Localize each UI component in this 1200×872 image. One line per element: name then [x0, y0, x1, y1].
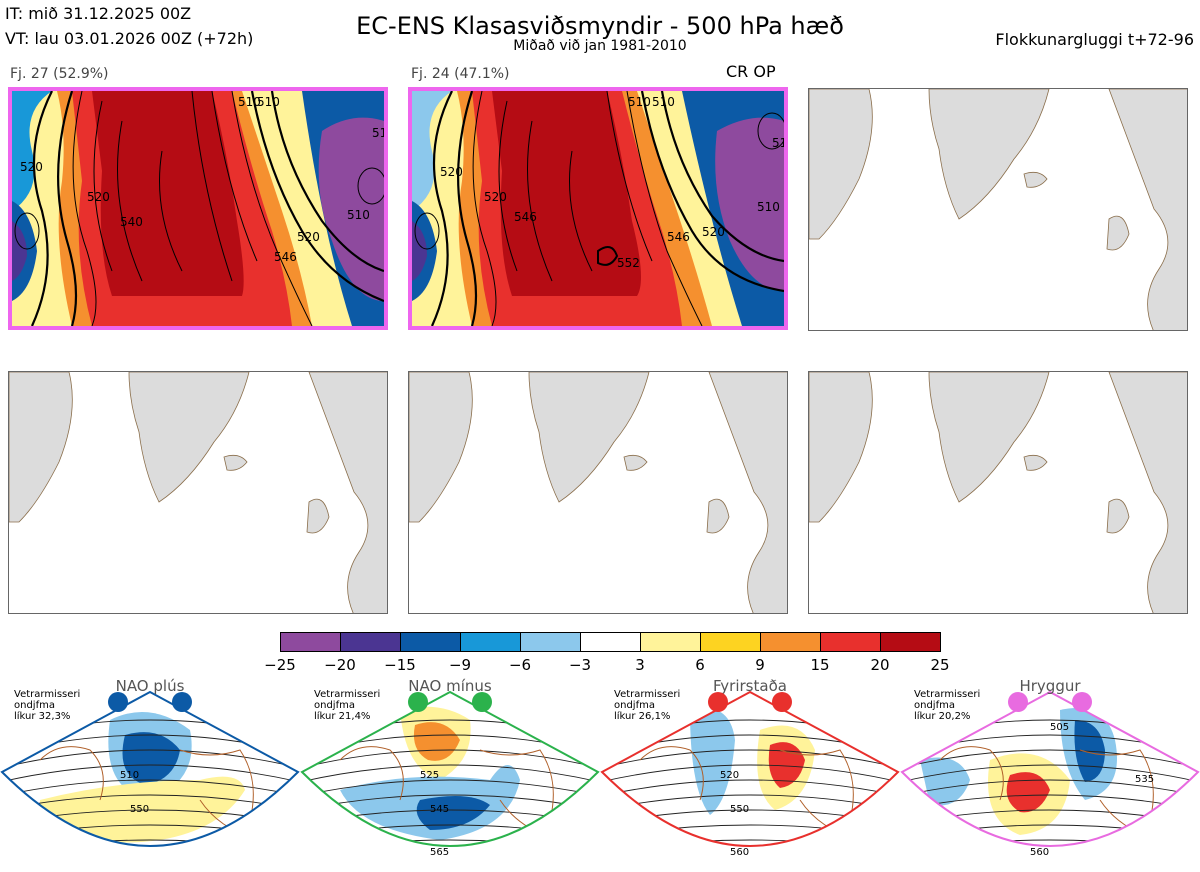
cluster-2-label: Fj. 24 (47.1%): [411, 66, 510, 82]
regime-map-2[interactable]: 525 545 565: [300, 690, 600, 868]
colorbar-tick-label: −15: [384, 656, 416, 674]
cluster-1-contour-h: 520: [297, 230, 320, 244]
regime-note-line: ondjfma: [314, 700, 355, 711]
colorbar-tick-label: −3: [568, 656, 592, 674]
regime-note-line: ondjfma: [914, 700, 955, 711]
regime-marker-dot: [1072, 692, 1092, 712]
regime-contour-label: 560: [1030, 847, 1049, 858]
colorbar-swatch: [880, 632, 941, 652]
regime-note-line: Vetrarmisseri: [614, 689, 681, 700]
colorbar-swatch: [520, 632, 581, 652]
empty-map-6[interactable]: [808, 371, 1188, 614]
regime-marker-dot: [1008, 692, 1028, 712]
regime-note-2: Vetrarmisseri ondjfma líkur 21,4%: [314, 689, 380, 722]
cluster-1-contour-b: 510: [238, 95, 261, 109]
colorbar-swatch: [760, 632, 821, 652]
cluster-1-contour-i: 546: [274, 250, 297, 264]
regime-note-1: Vetrarmisseri ondjfma líkur 32,3%: [14, 689, 80, 722]
regime-marker-dot: [472, 692, 492, 712]
regime-contour-label: 550: [130, 804, 149, 815]
cluster-1-contour-g: 510: [347, 208, 370, 222]
cluster-2-contour-b: 510: [628, 95, 651, 109]
cluster-2-contour-f: 51: [772, 136, 784, 150]
regime-note-line: líkur 26,1%: [614, 711, 671, 722]
colorbar-swatch: [280, 632, 341, 652]
valid-time: VT: lau 03.01.2026 00Z (+72h): [5, 29, 254, 48]
regime-contour-label: 535: [1135, 774, 1154, 785]
regime-contour-label: 560: [730, 847, 749, 858]
init-time: IT: mið 31.12.2025 00Z: [5, 4, 192, 23]
cluster-1-contour-d: 520: [87, 190, 110, 204]
empty-map-3[interactable]: [808, 88, 1188, 331]
regime-note-line: líkur 20,2%: [914, 711, 971, 722]
regime-note-line: ondjfma: [14, 700, 55, 711]
cluster-1-contour-f: 51: [372, 126, 384, 140]
regime-note-4: Vetrarmisseri ondjfma líkur 20,2%: [914, 689, 980, 722]
regime-contour-label: 545: [430, 804, 449, 815]
regime-note-line: líkur 32,3%: [14, 711, 71, 722]
page-title: EC-ENS Klasasviðsmyndir - 500 hPa hæð: [356, 12, 844, 40]
regime-contour-label: 525: [420, 770, 439, 781]
cluster-2-contour-j: 552: [617, 256, 640, 270]
cluster-2-contour-i: 546: [667, 230, 690, 244]
cluster-2-contour-e: 546: [514, 210, 537, 224]
colorbar-tick-label: 15: [810, 656, 830, 674]
colorbar-tick-label: 20: [870, 656, 890, 674]
colorbar-swatch: [700, 632, 761, 652]
colorbar-swatch: [460, 632, 521, 652]
colorbar-swatch: [400, 632, 461, 652]
regime-marker-dot: [408, 692, 428, 712]
classification-window: Flokkunargluggi t+72-96: [995, 30, 1194, 49]
cluster-1-label: Fj. 27 (52.9%): [10, 66, 109, 82]
regime-note-3: Vetrarmisseri ondjfma líkur 26,1%: [614, 689, 680, 722]
empty-map-4[interactable]: [8, 371, 388, 614]
regime-contour-label: 520: [720, 770, 739, 781]
cluster-1-contour-e: 540: [120, 215, 143, 229]
cluster-1-map[interactable]: 520 510 510 520 540 51 510 520 546: [8, 87, 388, 330]
regime-map-1[interactable]: 510 550: [0, 690, 300, 868]
regime-contour-label: 510: [120, 770, 139, 781]
regime-note-line: Vetrarmisseri: [14, 689, 81, 700]
colorbar-swatch: [820, 632, 881, 652]
cluster-2-contour-c: 510: [652, 95, 675, 109]
colorbar-tick-label: 25: [930, 656, 950, 674]
regime-note-line: Vetrarmisseri: [314, 689, 381, 700]
colorbar-tick-label: 3: [635, 656, 645, 674]
regime-note-line: ondjfma: [614, 700, 655, 711]
regime-title-1: NAO plús: [115, 677, 185, 695]
colorbar-tick-label: −6: [508, 656, 532, 674]
cluster-1-contour-a: 520: [20, 160, 43, 174]
regime-title-3: Fyrirstaða: [713, 677, 787, 695]
regime-title-2: NAO mínus: [408, 677, 492, 695]
cluster-1-contour-c: 510: [257, 95, 280, 109]
colorbar-swatch: [340, 632, 401, 652]
colorbar-tick-label: −20: [324, 656, 356, 674]
regime-marker-dot: [708, 692, 728, 712]
colorbar-swatch: [640, 632, 701, 652]
regime-marker-dot: [772, 692, 792, 712]
colorbar-tick-label: −9: [448, 656, 472, 674]
colorbar-tick-label: 9: [755, 656, 765, 674]
regime-contour-label: 505: [1050, 722, 1069, 733]
regime-title-4: Hryggur: [1019, 677, 1081, 695]
regime-note-line: Vetrarmisseri: [914, 689, 981, 700]
regime-map-3[interactable]: 520 550 560: [600, 690, 900, 868]
empty-map-5[interactable]: [408, 371, 788, 614]
regime-map-4[interactable]: 505 535 560: [900, 690, 1200, 868]
cluster-2-contour-d: 520: [484, 190, 507, 204]
page-subtitle: Miðað við jan 1981-2010: [513, 38, 687, 54]
cluster-2-contour-a: 520: [440, 165, 463, 179]
regime-marker-dot: [172, 692, 192, 712]
cluster-2-contour-h: 520: [702, 225, 725, 239]
regime-note-line: líkur 21,4%: [314, 711, 371, 722]
colorbar-tick-label: 6: [695, 656, 705, 674]
cluster-2-tag: CR OP: [726, 62, 776, 81]
colorbar-swatch: [580, 632, 641, 652]
regime-marker-dot: [108, 692, 128, 712]
regime-contour-label: 550: [730, 804, 749, 815]
colorbar-tick-label: −25: [264, 656, 296, 674]
cluster-2-map[interactable]: 520 510 510 520 546 51 510 520 546 552: [408, 87, 788, 330]
cluster-2-contour-g: 510: [757, 200, 780, 214]
regime-contour-label: 565: [430, 847, 449, 858]
